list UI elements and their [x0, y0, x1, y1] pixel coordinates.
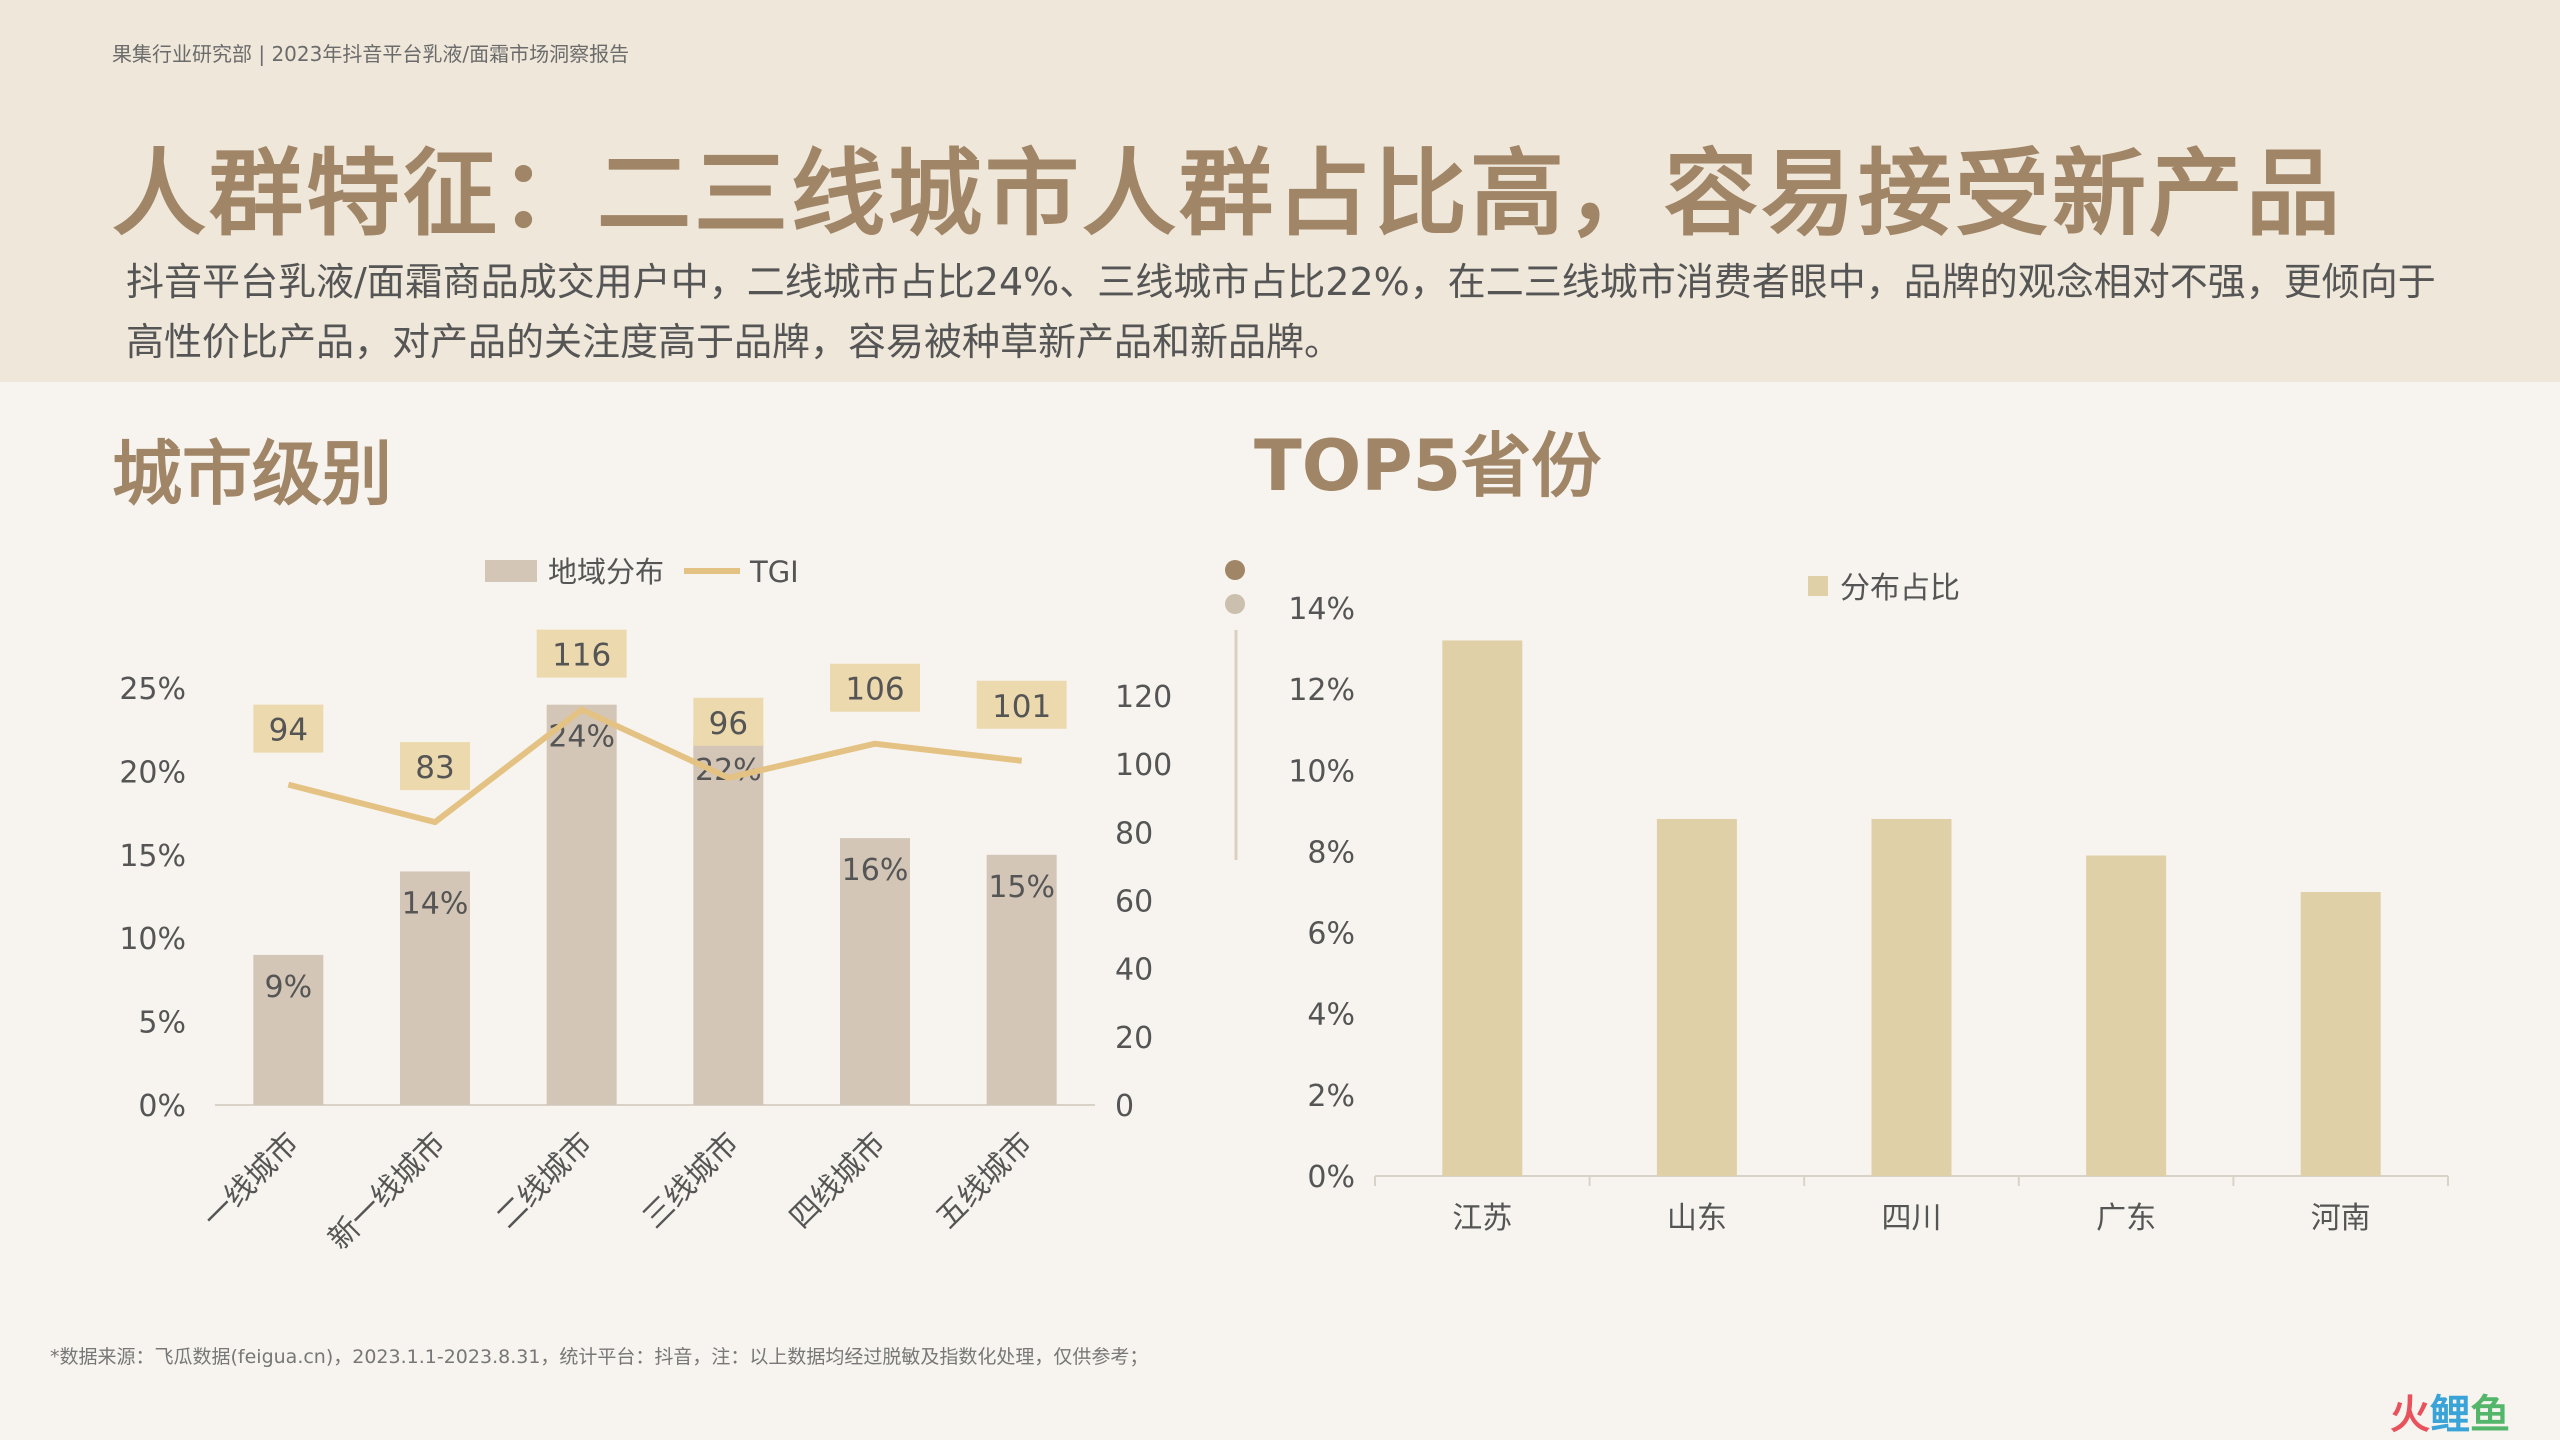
y-right-tick-label: 120 — [1115, 680, 1172, 715]
y-tick-label: 0% — [1307, 1160, 1355, 1195]
y-right-tick-label: 20 — [1115, 1021, 1153, 1056]
tgi-data-label: 106 — [845, 672, 904, 708]
x-province-label: 四川 — [1882, 1201, 1942, 1236]
tgi-data-label: 101 — [992, 689, 1051, 725]
watermark-logo: 火鲤鱼 — [2390, 1392, 2510, 1438]
legend-label-line: TGI — [749, 555, 799, 589]
bar-province — [2300, 892, 2381, 1176]
legend-swatch-province — [1808, 576, 1828, 596]
bar-city-level — [693, 738, 764, 1105]
tgi-data-label: 96 — [709, 706, 748, 742]
x-category-label: 三线城市 — [636, 1126, 746, 1236]
y-tick-label: 4% — [1307, 998, 1355, 1033]
x-province-label: 山东 — [1667, 1201, 1727, 1236]
summary-text: 抖音平台乳液/面霜商品成交用户中，二线城市占比24%、三线城市占比22%，在二三… — [126, 260, 2436, 364]
x-province-label: 江苏 — [1452, 1201, 1512, 1236]
bar-data-label: 14% — [402, 886, 469, 921]
tgi-data-label: 116 — [552, 638, 611, 674]
y-right-tick-label: 0 — [1115, 1089, 1134, 1124]
x-category-label: 一线城市 — [196, 1126, 306, 1236]
y-tick-label: 14% — [1288, 592, 1355, 627]
y-left-tick-label: 15% — [119, 839, 186, 874]
legend-label-province: 分布占比 — [1840, 571, 1960, 606]
y-tick-label: 12% — [1288, 673, 1355, 708]
y-left-tick-label: 0% — [138, 1089, 186, 1124]
x-category-label: 二线城市 — [490, 1126, 600, 1236]
header-band — [0, 0, 2560, 382]
page-title: 人群特征：二三线城市人群占比高，容易接受新产品 — [112, 140, 2344, 249]
bar-city-level — [986, 854, 1057, 1105]
indicator-dot-active — [1225, 560, 1245, 580]
legend-swatch-bar — [485, 560, 537, 582]
y-left-tick-label: 25% — [119, 672, 186, 707]
x-category-label: 四线城市 — [783, 1126, 893, 1236]
tgi-label-bg — [536, 629, 627, 678]
x-province-label: 广东 — [2096, 1201, 2156, 1236]
y-right-tick-label: 60 — [1115, 885, 1153, 920]
bar-province — [1656, 818, 1737, 1176]
city-level-section-title: 城市级别 — [112, 433, 392, 515]
tgi-data-label: 94 — [269, 713, 308, 749]
bar-city-level — [400, 871, 470, 1105]
tgi-label-bg — [830, 663, 920, 712]
y-left-tick-label: 20% — [119, 755, 186, 790]
breadcrumb: 果集行业研究部 | 2023年抖音平台乳液/面霜市场洞察报告 — [112, 42, 630, 66]
bar-data-label: 9% — [265, 970, 313, 1005]
indicator-dot — [1225, 594, 1245, 614]
tgi-data-label: 83 — [415, 750, 454, 786]
bar-city-level — [546, 704, 617, 1105]
bar-city-level — [253, 954, 324, 1105]
bar-city-level — [840, 838, 910, 1105]
y-left-tick-label: 5% — [138, 1006, 186, 1041]
x-province-label: 河南 — [2311, 1201, 2371, 1236]
top5-province-section-title: TOP5省份 — [1254, 425, 1602, 507]
y-tick-label: 10% — [1288, 754, 1355, 789]
tgi-label-bg — [976, 680, 1067, 729]
data-source-footnote: *数据来源：飞瓜数据(feigua.cn)，2023.1.1-2023.8.31… — [50, 1346, 1149, 1368]
bar-province — [2086, 855, 2167, 1176]
legend-label-bar: 地域分布 — [548, 555, 664, 589]
x-category-label: 新一线城市 — [322, 1126, 453, 1257]
bar-data-label: 15% — [988, 870, 1055, 905]
bar-province — [1871, 818, 1952, 1176]
y-tick-label: 8% — [1307, 835, 1355, 870]
y-right-tick-label: 100 — [1115, 748, 1172, 783]
y-tick-label: 2% — [1307, 1079, 1355, 1114]
x-category-label: 五线城市 — [930, 1126, 1040, 1236]
slide-indicator — [1225, 560, 1245, 628]
tgi-label-bg — [400, 742, 470, 791]
bar-province — [1442, 640, 1523, 1176]
y-tick-label: 6% — [1307, 917, 1355, 952]
tgi-line — [287, 706, 1023, 826]
y-left-tick-label: 10% — [119, 922, 186, 957]
y-right-tick-label: 40 — [1115, 953, 1153, 988]
bar-data-label: 16% — [842, 853, 909, 888]
tgi-label-bg — [253, 704, 324, 753]
tgi-label-bg — [693, 697, 764, 746]
y-right-tick-label: 80 — [1115, 816, 1153, 851]
